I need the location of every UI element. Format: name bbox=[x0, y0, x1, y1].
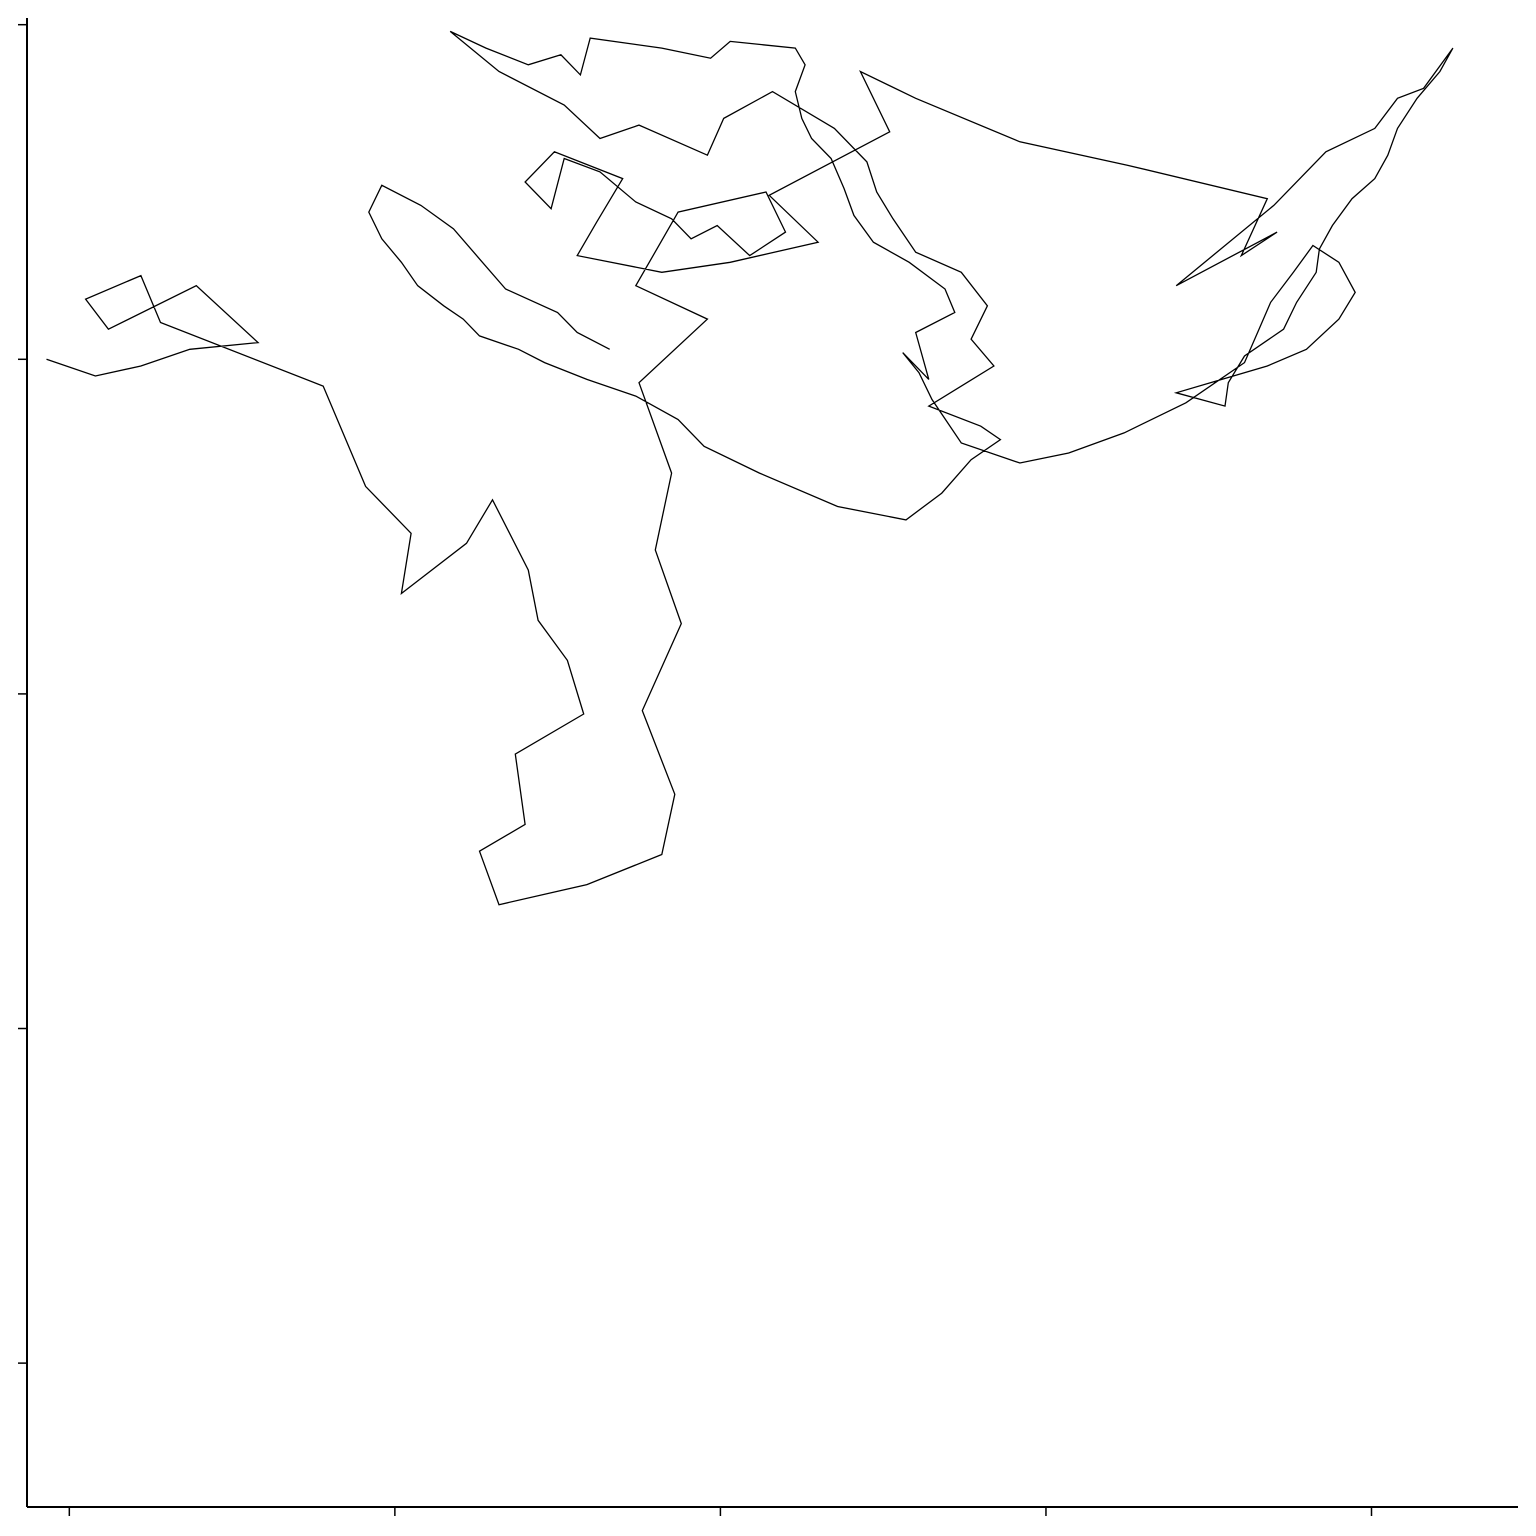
axes bbox=[18, 18, 1518, 1516]
series-layer bbox=[46, 30, 1454, 906]
series-line-1 bbox=[46, 30, 1454, 906]
